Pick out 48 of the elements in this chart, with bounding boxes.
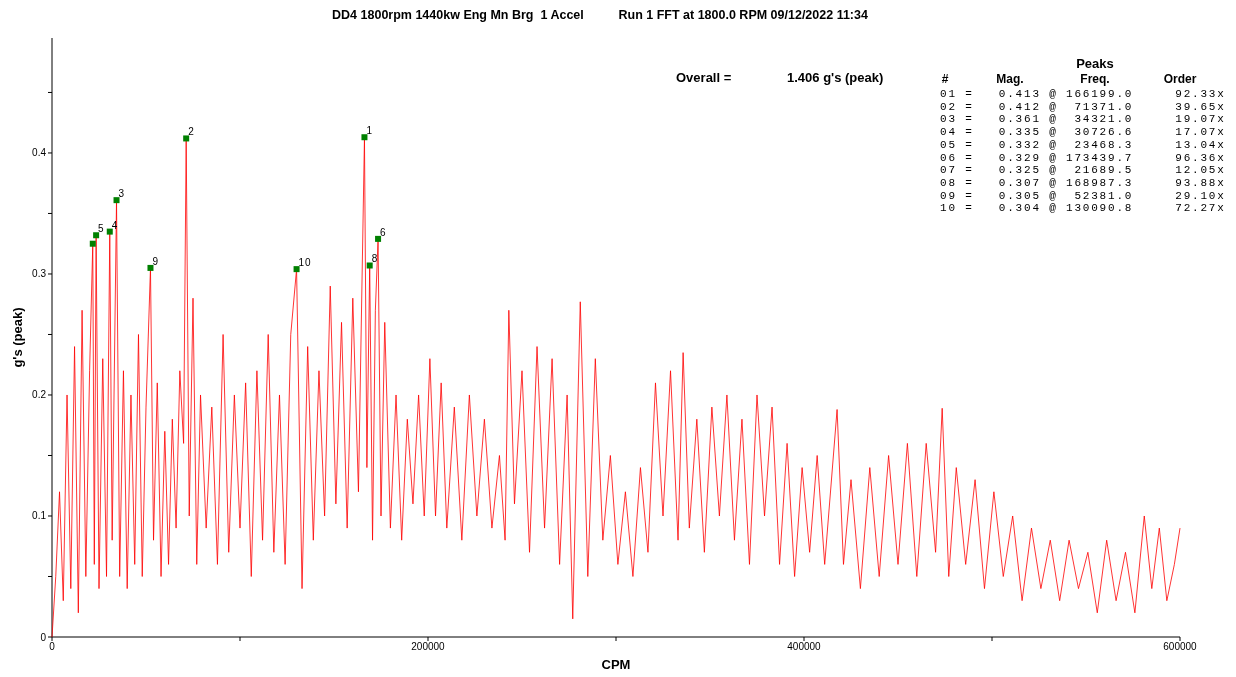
point — [366, 262, 373, 269]
annotation: 6 — [380, 226, 387, 238]
y-axis-title: g's (peak) — [10, 307, 25, 368]
annotation: 05 = 0.332 @ 23468.3 13.04x — [940, 138, 1226, 151]
annotation: Overall = — [676, 70, 732, 85]
annotation: 9 — [152, 255, 160, 267]
annotation: 10 — [298, 257, 312, 269]
annotation: 01 = 0.413 @ 166199.0 92.33x — [940, 88, 1226, 100]
annotation: 06 = 0.329 @ 173439.7 96.36x — [940, 151, 1226, 164]
annotation: 3 — [118, 188, 126, 200]
y-tick-label: 0.3 — [32, 268, 47, 280]
point — [113, 197, 120, 204]
chart-title: DD4 1800rpm 1440kw Eng Mn Brg 1 Accel Run 1 FFT at 1800.0 RPM 09/12/2022 11:34 — [332, 8, 868, 22]
point — [183, 135, 190, 142]
annotation: Mag. — [996, 72, 1024, 86]
annotation: 1 — [366, 125, 374, 137]
annotation: 5 — [98, 223, 105, 235]
point — [147, 264, 154, 271]
annotation: 08 = 0.307 @ 168987.3 93.88x — [940, 176, 1226, 189]
annotation: 07 = 0.325 @ 21689.5 12.05x — [940, 164, 1226, 177]
annotation: 1.406 g's (peak) — [787, 70, 884, 85]
annotation: 10 = 0.304 @ 130090.8 72.27x — [940, 202, 1226, 215]
point — [89, 240, 96, 247]
x-tick-label: 200000 — [411, 641, 446, 652]
annotation: Order — [1163, 72, 1197, 86]
point — [361, 134, 368, 141]
annotation: 4 — [111, 219, 119, 231]
y-tick-label: 0.4 — [32, 147, 47, 159]
annotation: # — [941, 72, 949, 86]
x-tick-label: 0 — [49, 641, 56, 652]
y-tick-label: 0.2 — [32, 389, 47, 401]
x-tick-label: 600000 — [1163, 641, 1198, 652]
y-tick-label: 0.1 — [32, 510, 47, 522]
annotation: 8 — [371, 253, 379, 265]
x-tick-label: 400000 — [787, 641, 822, 652]
point — [293, 266, 300, 273]
x-axis-title: CPM — [601, 657, 631, 672]
point — [106, 228, 113, 235]
annotation: 02 = 0.412 @ 71371.0 39.65x — [940, 100, 1226, 113]
annotation: 04 = 0.335 @ 30726.6 17.07x — [940, 126, 1226, 139]
annotation: 2 — [188, 126, 195, 138]
y-tick-label: 0 — [40, 631, 47, 643]
point — [93, 232, 100, 239]
point — [375, 235, 382, 242]
annotation: 09 = 0.305 @ 52381.0 29.10x — [940, 189, 1226, 202]
annotation: 03 = 0.361 @ 34321.0 19.07x — [940, 113, 1226, 126]
annotation: Freq. — [1080, 72, 1110, 86]
annotation: Peaks — [1076, 56, 1114, 71]
